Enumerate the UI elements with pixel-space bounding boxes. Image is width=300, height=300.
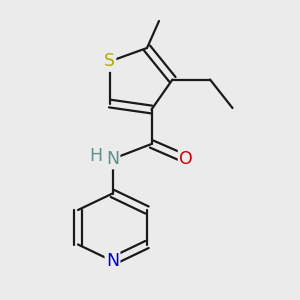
Text: H: H	[89, 147, 103, 165]
Text: O: O	[179, 150, 193, 168]
Text: N: N	[106, 150, 119, 168]
Text: S: S	[104, 52, 115, 70]
Text: N: N	[106, 252, 119, 270]
